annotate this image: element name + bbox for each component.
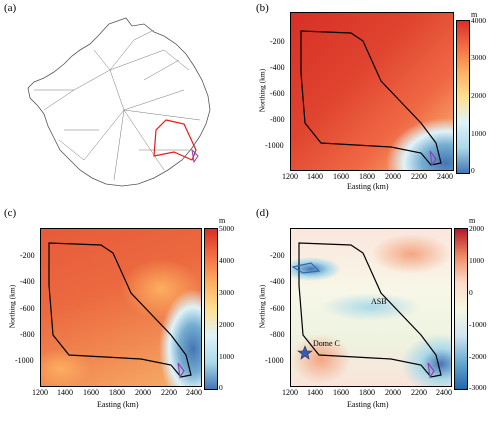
xtick-b: 2200 bbox=[411, 172, 427, 181]
study-region-outline-red bbox=[153, 119, 197, 161]
colorbar-c bbox=[204, 228, 218, 390]
bedrock-elevation-map bbox=[40, 228, 202, 387]
cbar-c-tick: 0 bbox=[219, 383, 223, 392]
study-boundary-b bbox=[300, 30, 442, 167]
ytick-b: -800 bbox=[270, 115, 285, 124]
cbar-d-tick: -2000 bbox=[469, 352, 487, 361]
ytick-d: -600 bbox=[270, 304, 285, 313]
xtick-c: 1400 bbox=[57, 388, 73, 397]
study-boundary-c bbox=[48, 242, 192, 379]
panel-b-label: (b) bbox=[256, 2, 269, 14]
cbar-d-tick: -1000 bbox=[469, 320, 487, 329]
ylabel-c: Northing (km) bbox=[7, 284, 17, 329]
xtick-b: 1600 bbox=[333, 172, 349, 181]
cbar-b-tick: 0 bbox=[471, 166, 475, 175]
ytick-c: -1000 bbox=[15, 356, 34, 365]
xtick-b: 1200 bbox=[282, 172, 298, 181]
colorbar-d bbox=[454, 228, 468, 390]
xlabel-c: Easting (km) bbox=[97, 400, 139, 409]
cbar-b-tick: 4000 bbox=[471, 16, 486, 25]
ytick-b: -400 bbox=[270, 63, 285, 72]
colorbar-c-unit: m bbox=[219, 216, 226, 225]
xtick-c: 2400 bbox=[186, 388, 202, 397]
xtick-c: 1800 bbox=[109, 388, 125, 397]
dome-c-star-icon bbox=[297, 345, 313, 360]
ytick-d: -800 bbox=[270, 330, 285, 339]
xtick-d: 1200 bbox=[282, 388, 298, 397]
xtick-c: 2200 bbox=[161, 388, 177, 397]
xtick-d: 1800 bbox=[359, 388, 375, 397]
ytick-d: -1000 bbox=[265, 356, 284, 365]
antarctica-coastline bbox=[27, 17, 211, 187]
xtick-c: 1600 bbox=[83, 388, 99, 397]
ytick-d: -200 bbox=[270, 251, 285, 260]
drainage-basin-lines bbox=[34, 29, 201, 181]
cbar-d-tick: -3000 bbox=[469, 383, 487, 392]
xlabel-d: Easting (km) bbox=[347, 400, 389, 409]
cbar-c-tick: 3000 bbox=[219, 288, 234, 297]
difference-map: ASB Dome C bbox=[290, 228, 452, 387]
cbar-d-tick: 2000 bbox=[469, 224, 484, 233]
ytick-b: -600 bbox=[270, 89, 285, 98]
ytick-d: -400 bbox=[270, 277, 285, 286]
ytick-c: -800 bbox=[20, 330, 35, 339]
subglacial-lake-outline bbox=[291, 262, 321, 274]
ytick-c: -400 bbox=[20, 277, 35, 286]
ytick-b: -200 bbox=[270, 37, 285, 46]
dome-c-annotation: Dome C bbox=[313, 339, 340, 348]
xtick-b: 2400 bbox=[437, 172, 453, 181]
colorbar-b-unit: m bbox=[471, 10, 478, 19]
xtick-c: 2000 bbox=[135, 388, 151, 397]
subregion-outline-purple bbox=[191, 148, 199, 164]
ytick-b: -1000 bbox=[265, 141, 284, 150]
xtick-d: 2000 bbox=[385, 388, 401, 397]
cbar-c-tick: 4000 bbox=[219, 256, 234, 265]
study-boundary-d bbox=[291, 242, 442, 379]
cbar-b-tick: 2000 bbox=[471, 91, 486, 100]
xtick-d: 1600 bbox=[333, 388, 349, 397]
xlabel-b: Easting (km) bbox=[347, 182, 389, 191]
ylabel-d: Northing (km) bbox=[257, 284, 267, 329]
xtick-b: 1800 bbox=[359, 172, 375, 181]
ytick-c: -200 bbox=[20, 251, 35, 260]
xtick-c: 1200 bbox=[32, 388, 48, 397]
panel-c-label: (c) bbox=[4, 207, 17, 219]
asb-annotation: ASB bbox=[371, 297, 387, 306]
xtick-d: 2200 bbox=[411, 388, 427, 397]
xtick-d: 2400 bbox=[436, 388, 452, 397]
xtick-b: 1400 bbox=[307, 172, 323, 181]
ytick-c: -600 bbox=[20, 304, 35, 313]
surface-elevation-map bbox=[290, 12, 454, 171]
antarctica-overview-map bbox=[27, 17, 211, 187]
cbar-d-tick: 0 bbox=[469, 288, 473, 297]
colorbar-b bbox=[456, 20, 470, 174]
colorbar-d-unit: m bbox=[469, 216, 476, 225]
cbar-c-tick: 1000 bbox=[219, 352, 234, 361]
cbar-d-tick: 1000 bbox=[469, 256, 484, 265]
cbar-b-tick: 1000 bbox=[471, 129, 486, 138]
cbar-b-tick: 3000 bbox=[471, 53, 486, 62]
xtick-d: 1400 bbox=[307, 388, 323, 397]
cbar-c-tick: 2000 bbox=[219, 320, 234, 329]
panel-a-label: (a) bbox=[4, 2, 17, 14]
ylabel-b: Northing (km) bbox=[257, 68, 267, 113]
panel-d-label: (d) bbox=[256, 207, 269, 219]
cbar-c-tick: 5000 bbox=[219, 224, 234, 233]
xtick-b: 2000 bbox=[385, 172, 401, 181]
